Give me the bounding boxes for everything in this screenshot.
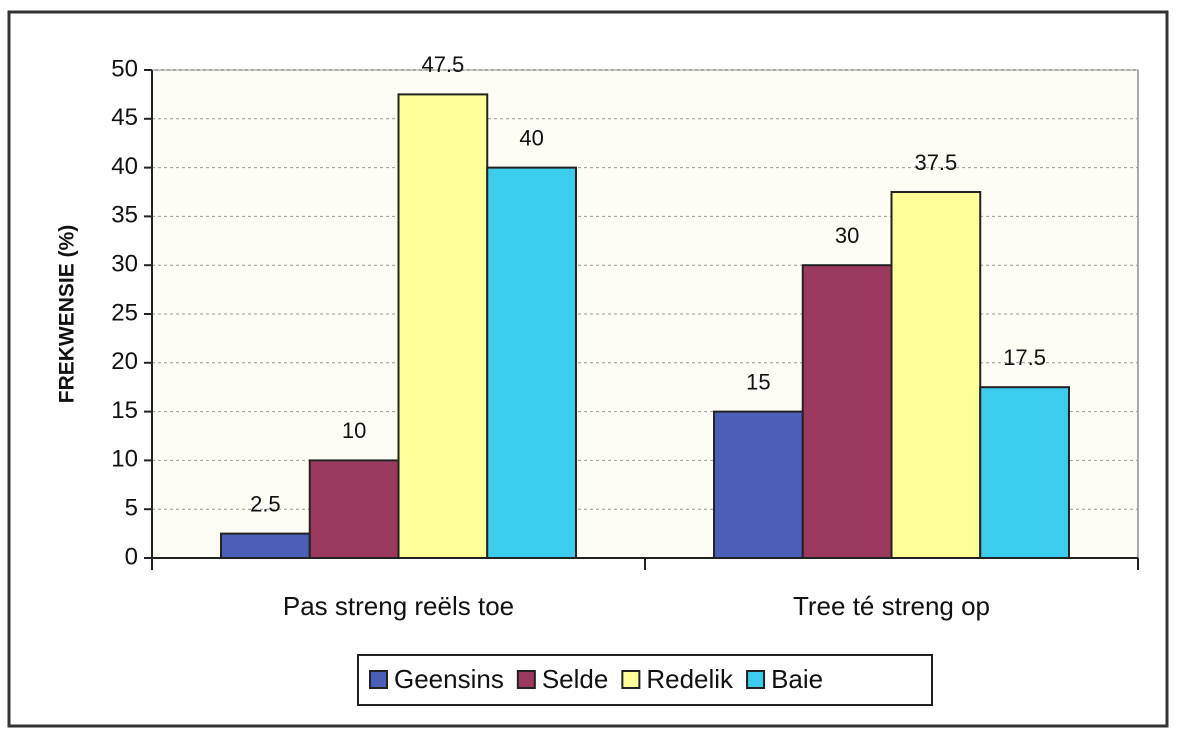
x-tick-label: Tree té streng op <box>793 591 990 621</box>
data-label: 15 <box>746 369 770 394</box>
y-tick-label: 40 <box>111 153 138 180</box>
y-tick-label: 10 <box>111 446 138 473</box>
y-tick-label: 5 <box>125 495 138 522</box>
bar <box>397 93 489 560</box>
data-label: 30 <box>835 223 859 248</box>
bar <box>486 166 577 559</box>
y-tick-label: 50 <box>111 55 138 82</box>
bar <box>979 386 1070 560</box>
data-label: 17.5 <box>1003 345 1046 370</box>
legend-swatch <box>746 670 766 689</box>
x-tick-label: Pas streng reëls toe <box>283 591 514 621</box>
bar <box>890 191 982 559</box>
legend-label: Selde <box>542 664 609 694</box>
data-label: 47.5 <box>421 52 464 77</box>
legend-swatch <box>516 670 536 689</box>
y-tick-label: 25 <box>111 299 138 326</box>
y-tick-label: 30 <box>111 251 138 278</box>
legend-swatch <box>621 670 641 689</box>
data-label: 40 <box>519 125 543 150</box>
data-label: 2.5 <box>250 491 281 516</box>
legend-swatch <box>369 670 388 689</box>
y-tick-label: 45 <box>111 104 138 131</box>
bar <box>801 264 893 559</box>
legend-label: Redelik <box>646 664 734 694</box>
bar <box>220 532 311 559</box>
y-tick-label: 35 <box>111 202 138 229</box>
legend <box>357 654 933 706</box>
y-tick-label: 20 <box>111 348 138 375</box>
legend-label: Baie <box>771 664 823 694</box>
y-tick-label: 0 <box>125 543 138 570</box>
y-axis-label: FREKWENSIE (%) <box>56 225 79 404</box>
data-label: 37.5 <box>914 150 957 175</box>
data-label: 10 <box>342 418 366 443</box>
legend-label: Geensins <box>394 664 504 694</box>
y-tick-label: 15 <box>111 397 138 424</box>
bar <box>713 410 804 559</box>
bar <box>308 459 400 559</box>
